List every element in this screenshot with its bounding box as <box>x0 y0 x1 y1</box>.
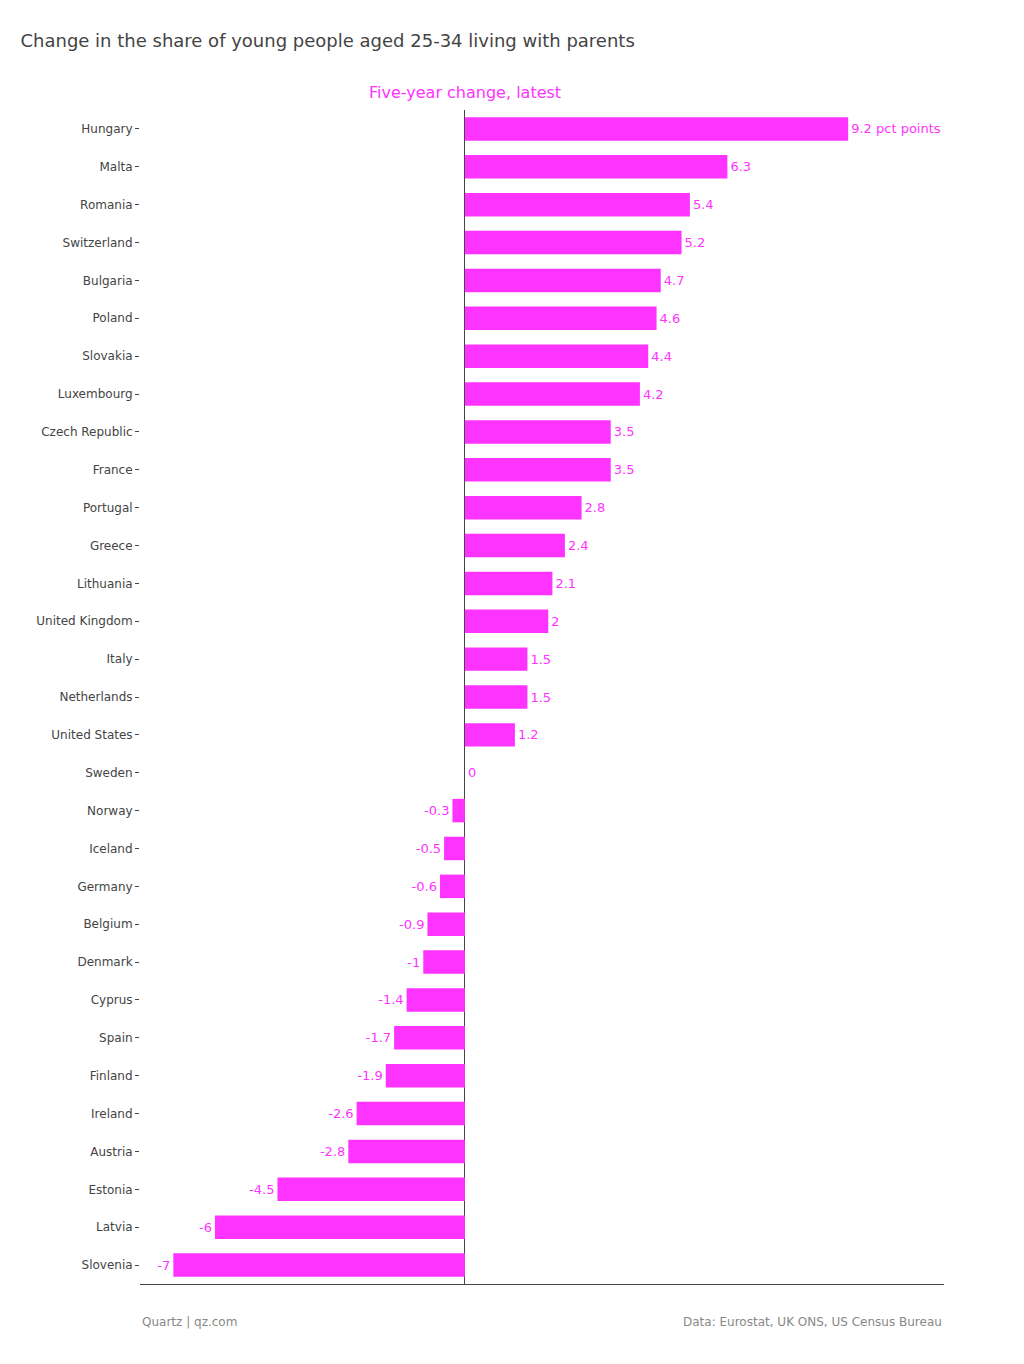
svg-text:Germany: Germany <box>77 880 132 894</box>
svg-text:Finland: Finland <box>90 1069 133 1083</box>
svg-text:Denmark: Denmark <box>77 955 132 969</box>
svg-text:Netherlands: Netherlands <box>59 690 132 704</box>
svg-text:United Kingdom: United Kingdom <box>36 614 132 628</box>
svg-text:Greece: Greece <box>90 539 133 553</box>
svg-text:-2.8: -2.8 <box>320 1144 345 1159</box>
svg-text:France: France <box>93 463 133 477</box>
svg-text:Lithuania: Lithuania <box>77 577 133 591</box>
svg-text:Data: Eurostat, UK ONS, US Cen: Data: Eurostat, UK ONS, US Census Bureau <box>683 1315 942 1329</box>
svg-text:Quartz | qz.com: Quartz | qz.com <box>142 1315 237 1329</box>
svg-text:3.5: 3.5 <box>614 424 635 439</box>
svg-text:-2.6: -2.6 <box>328 1106 353 1121</box>
svg-text:-0.5: -0.5 <box>416 841 441 856</box>
svg-text:2.8: 2.8 <box>585 500 606 515</box>
svg-text:-0.9: -0.9 <box>399 917 424 932</box>
svg-text:-1.9: -1.9 <box>357 1068 382 1083</box>
svg-text:-1.4: -1.4 <box>378 992 403 1007</box>
svg-text:-7: -7 <box>157 1258 170 1273</box>
svg-text:4.7: 4.7 <box>664 273 685 288</box>
svg-text:-0.6: -0.6 <box>412 879 437 894</box>
svg-text:-4.5: -4.5 <box>249 1182 274 1197</box>
svg-text:Luxembourg: Luxembourg <box>58 387 133 401</box>
svg-text:Iceland: Iceland <box>89 842 132 856</box>
svg-text:Bulgaria: Bulgaria <box>83 274 133 288</box>
svg-text:Slovakia: Slovakia <box>82 349 132 363</box>
svg-text:-6: -6 <box>199 1220 212 1235</box>
svg-text:Ireland: Ireland <box>91 1107 133 1121</box>
svg-text:Slovenia: Slovenia <box>82 1258 133 1272</box>
svg-text:Belgium: Belgium <box>83 917 132 931</box>
svg-text:1.5: 1.5 <box>530 652 551 667</box>
svg-text:Portugal: Portugal <box>83 501 133 515</box>
svg-text:6.3: 6.3 <box>730 159 751 174</box>
svg-text:9.2 pct points: 9.2 pct points <box>851 121 941 136</box>
svg-text:2: 2 <box>551 614 559 629</box>
svg-text:Poland: Poland <box>93 311 133 325</box>
svg-text:Latvia: Latvia <box>96 1220 133 1234</box>
svg-text:4.6: 4.6 <box>660 311 681 326</box>
svg-text:2.4: 2.4 <box>568 538 589 553</box>
svg-text:-0.3: -0.3 <box>424 803 449 818</box>
svg-text:-1.7: -1.7 <box>366 1030 391 1045</box>
svg-text:United States: United States <box>51 728 132 742</box>
svg-text:0: 0 <box>468 765 476 780</box>
svg-text:4.4: 4.4 <box>651 349 672 364</box>
svg-text:Switzerland: Switzerland <box>63 236 133 250</box>
svg-text:Five-year change, latest: Five-year change, latest <box>369 83 561 102</box>
svg-text:1.2: 1.2 <box>518 727 539 742</box>
svg-text:Spain: Spain <box>99 1031 133 1045</box>
svg-text:3.5: 3.5 <box>614 462 635 477</box>
svg-text:1.5: 1.5 <box>530 690 551 705</box>
svg-text:Cyprus: Cyprus <box>91 993 133 1007</box>
svg-text:Hungary: Hungary <box>81 122 132 136</box>
svg-text:Norway: Norway <box>87 804 133 818</box>
svg-text:Sweden: Sweden <box>85 766 132 780</box>
svg-text:-1: -1 <box>407 955 420 970</box>
svg-text:Change in the share of young p: Change in the share of young people aged… <box>20 30 634 51</box>
svg-text:5.4: 5.4 <box>693 197 714 212</box>
svg-text:5.2: 5.2 <box>685 235 706 250</box>
svg-text:4.2: 4.2 <box>643 387 664 402</box>
svg-text:Estonia: Estonia <box>88 1183 132 1197</box>
svg-text:Czech Republic: Czech Republic <box>41 425 132 439</box>
svg-text:Malta: Malta <box>99 160 132 174</box>
svg-text:Austria: Austria <box>90 1145 132 1159</box>
svg-text:2.1: 2.1 <box>555 576 576 591</box>
svg-text:Romania: Romania <box>80 198 132 212</box>
svg-text:Italy: Italy <box>107 652 133 666</box>
